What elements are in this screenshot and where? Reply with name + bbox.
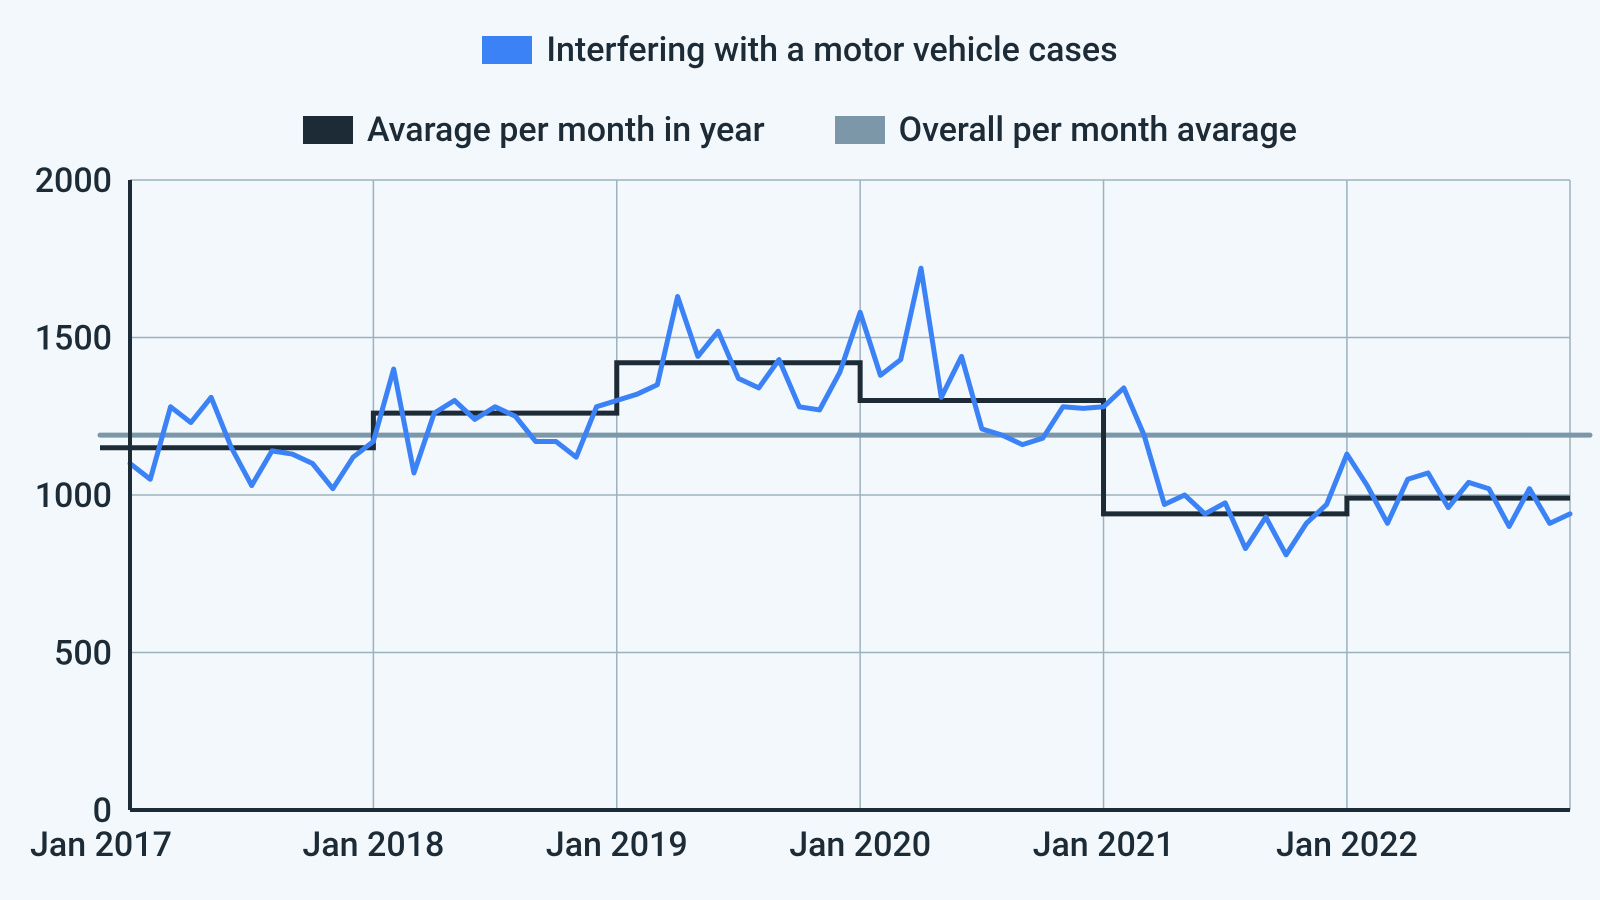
legend-item-yearly: Avarage per month in year: [303, 110, 765, 150]
legend-row-2: Avarage per month in year Overall per mo…: [40, 110, 1560, 150]
legend: Interfering with a motor vehicle cases A…: [0, 0, 1600, 160]
legend-swatch-overall: [835, 116, 885, 144]
chart-container: Interfering with a motor vehicle cases A…: [0, 0, 1600, 900]
x-tick-label: Jan 2020: [789, 825, 931, 865]
y-tick-label: 500: [54, 634, 112, 674]
x-tick-label: Jan 2022: [1276, 825, 1418, 865]
y-tick-label: 1000: [35, 476, 112, 516]
legend-label-yearly: Avarage per month in year: [367, 110, 765, 150]
legend-item-cases: Interfering with a motor vehicle cases: [482, 30, 1117, 70]
x-tick-label: Jan 2019: [546, 825, 688, 865]
legend-label-cases: Interfering with a motor vehicle cases: [546, 30, 1117, 70]
legend-label-overall: Overall per month avarage: [899, 110, 1297, 150]
x-tick-label: Jan 2018: [302, 825, 444, 865]
cases-series-line: [130, 268, 1570, 555]
legend-item-overall: Overall per month avarage: [835, 110, 1297, 150]
y-tick-label: 2000: [35, 161, 112, 201]
legend-swatch-yearly: [303, 116, 353, 144]
y-tick-label: 1500: [35, 319, 112, 359]
legend-row-1: Interfering with a motor vehicle cases: [40, 30, 1560, 70]
legend-swatch-cases: [482, 36, 532, 64]
x-tick-label: Jan 2021: [1033, 825, 1175, 865]
line-chart: 0500100015002000Jan 2017Jan 2018Jan 2019…: [0, 160, 1600, 880]
x-tick-label: Jan 2017: [30, 825, 172, 865]
